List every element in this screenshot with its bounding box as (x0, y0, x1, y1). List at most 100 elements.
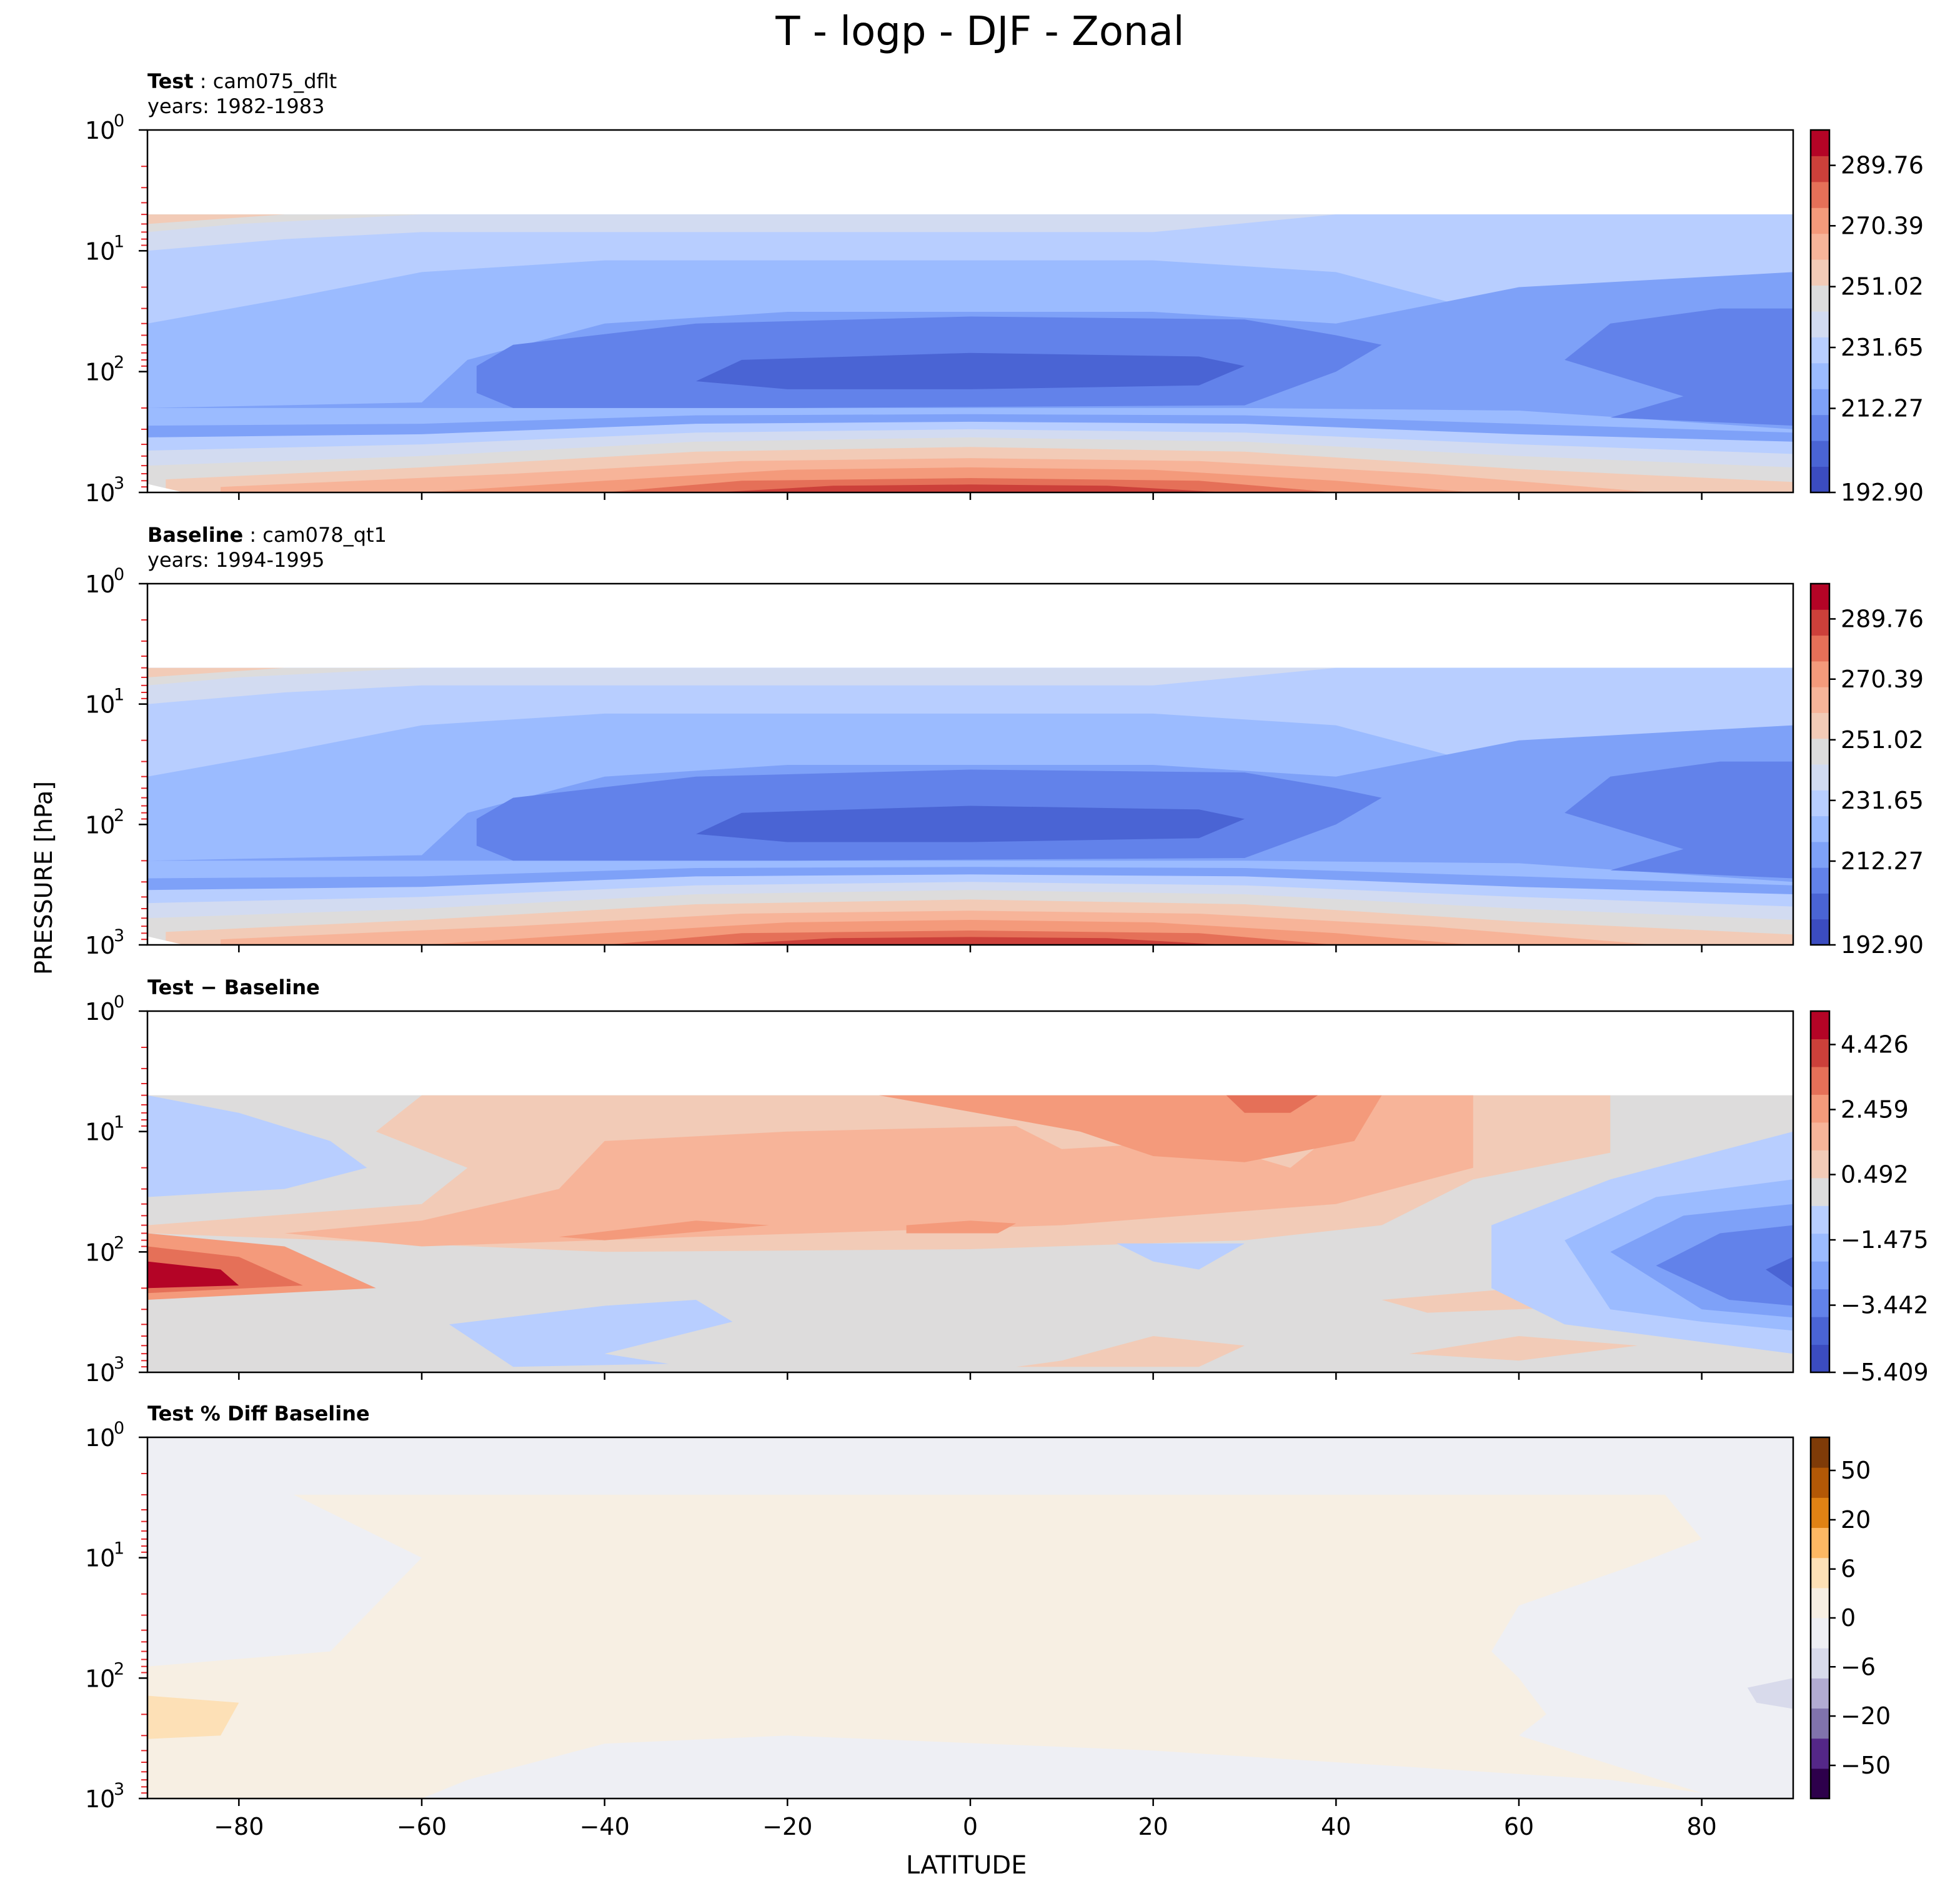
panel-baseline-y-tick-label: 10 (85, 811, 115, 839)
panel-diff-band (1016, 1336, 1245, 1367)
panel-baseline-colorbar-label: 231.65 (1841, 787, 1924, 814)
panel-diff-band (1226, 1095, 1318, 1113)
panel-baseline-band (147, 667, 1336, 704)
panel-baseline-y-tick-exp: 1 (114, 686, 124, 705)
panel-pct-colorbar-swatch (1811, 1467, 1829, 1498)
panel-diff-colorbar-swatch (1811, 1177, 1829, 1206)
panel-baseline-colorbar-swatch (1811, 738, 1829, 765)
panel-pct-colorbar-swatch (1811, 1437, 1829, 1468)
panel-diff-band (1656, 1225, 1793, 1306)
panel-pct-x-tick-label: −20 (762, 1813, 812, 1840)
panel-test-colorbar-swatch (1811, 156, 1829, 182)
panel-baseline-title-bold: Baseline (147, 523, 244, 547)
panel-test-y-tick-label: 10 (85, 359, 115, 386)
panel-diff-band (147, 1095, 367, 1197)
panel-diff-y-tick-label: 10 (85, 1119, 115, 1146)
panel-baseline-colorbar-swatch (1811, 609, 1829, 636)
panel-diff-band (906, 1220, 1017, 1234)
panel-baseline-y-tick-label: 10 (85, 691, 115, 719)
panel-pct-y-tick-exp: 2 (114, 1659, 124, 1679)
panel-diff-title: Test − Baseline (147, 975, 320, 1000)
panel-pct-colorbar-swatch (1811, 1708, 1829, 1739)
panel-baseline-colorbar-swatch (1811, 893, 1829, 920)
panel-pct-title: Test % Diff Baseline (147, 1401, 370, 1426)
panel-diff-colorbar-swatch (1811, 1066, 1829, 1095)
panel-pct-frame (146, 1436, 1794, 1800)
panel-pct-colorbar-label: 0 (1841, 1604, 1856, 1632)
panel-pct-colorbar-label: 50 (1841, 1457, 1871, 1484)
panel-test-colorbar-swatch (1811, 130, 1829, 156)
panel-test-colorbar-swatch (1811, 285, 1829, 312)
panel-test-band (147, 214, 285, 224)
panel-test-colorbar-label: 212.27 (1841, 394, 1924, 422)
panel-pct-colorbar-label: −50 (1841, 1752, 1891, 1779)
figure-title: T - logp - DJF - Zonal (775, 9, 1185, 55)
panel-baseline-colorbar-label: 192.90 (1841, 931, 1924, 959)
panel-baseline-y-tick-label: 10 (85, 932, 115, 959)
panel-diff-colorbar-label: 2.459 (1841, 1096, 1909, 1124)
panel-pct-colorbar-swatch (1811, 1738, 1829, 1769)
panel-pct-colorbar-label: −6 (1841, 1653, 1876, 1680)
panel-diff-colorbar-swatch (1811, 1205, 1829, 1234)
panel-test-title-rest: : cam075_dflt (193, 69, 337, 93)
panel-baseline-y-tick-exp: 2 (114, 806, 124, 825)
panel-baseline-y-tick-exp: 3 (114, 926, 124, 946)
panel-test-y-tick-exp: 2 (114, 353, 124, 372)
panel-test-field (147, 214, 1793, 492)
panel-test-band (147, 214, 1336, 251)
panel-diff-colorbar: 4.426 2.459 0.492 −1.475 −3.442 −5.409 (1809, 1010, 1929, 1386)
x-axis-label: LATITUDE (906, 1851, 1027, 1880)
panel-baseline-frame (146, 582, 1794, 946)
panel-baseline-colorbar-swatch (1811, 764, 1829, 791)
panel-test-band (714, 484, 1226, 492)
panel-pct-y-tick-label: 10 (85, 1545, 115, 1572)
panel-test-colorbar-swatch (1811, 441, 1829, 467)
panel-baseline-colorbar-swatch (1811, 867, 1829, 894)
panel-test-colorbar-swatch (1811, 466, 1829, 493)
panel-diff-y-tick-exp: 2 (114, 1233, 124, 1252)
panel-diff-band (559, 1220, 770, 1240)
panel-baseline-field (147, 667, 1793, 945)
panel-diff-colorbar-swatch (1811, 1317, 1829, 1345)
panel-diff-colorbar-swatch (1811, 1011, 1829, 1039)
panel-diff-band (1117, 1243, 1245, 1270)
panel-test-colorbar-swatch (1811, 259, 1829, 286)
panel-test-colorbar-swatch (1811, 362, 1829, 389)
panel-baseline-y-tick-label: 10 (85, 571, 115, 598)
panel-diff-colorbar-swatch (1811, 1039, 1829, 1067)
panel-diff-colorbar-label: 4.426 (1841, 1030, 1909, 1058)
panel-pct-x-tick-label: −60 (397, 1813, 447, 1840)
panel-test-colorbar-swatch (1811, 389, 1829, 416)
panel-baseline-colorbar-frame (1809, 582, 1831, 946)
panel-diff-band (284, 1095, 1473, 1247)
panel-test-colorbar-swatch (1811, 181, 1829, 208)
panel-diff-title-bold: Test − Baseline (147, 975, 320, 999)
panel-pct-field (147, 1437, 1793, 1799)
panel-diff-colorbar-label: −5.409 (1841, 1359, 1929, 1386)
panel-pct-colorbar-swatch (1811, 1527, 1829, 1559)
panel-baseline-years: years: 1994-1995 (147, 548, 325, 572)
panel-pct-colorbar: 50 20 6 0 −6 −20 −50 (1809, 1436, 1891, 1800)
panel-pct-colorbar-swatch (1811, 1678, 1829, 1709)
panel-diff-colorbar-swatch (1811, 1289, 1829, 1317)
panel-pct-x-tick-label: 40 (1321, 1813, 1351, 1840)
panel-test-colorbar-swatch (1811, 337, 1829, 364)
panel-baseline-colorbar-swatch (1811, 919, 1829, 946)
panel-diff-colorbar-swatch (1811, 1150, 1829, 1179)
panel-pct-y-tick-exp: 0 (114, 1419, 124, 1438)
panel-pct-colorbar-label: 20 (1841, 1506, 1871, 1534)
panel-baseline-colorbar-swatch (1811, 661, 1829, 687)
panel-test-colorbar-label: 270.39 (1841, 212, 1924, 239)
panel-test-colorbar-swatch (1811, 233, 1829, 260)
panel-pct-colorbar-swatch (1811, 1768, 1829, 1799)
panel-pct-colorbar-label: 6 (1841, 1555, 1856, 1583)
panel-test-title-bold: Test (147, 69, 194, 93)
panel-test-band (1565, 308, 1793, 426)
panel-baseline-colorbar-swatch (1811, 584, 1829, 610)
panel-baseline-colorbar-swatch (1811, 712, 1829, 739)
panel-test-y-tick-exp: 0 (114, 111, 124, 131)
panel-test-colorbar-label: 251.02 (1841, 273, 1924, 301)
